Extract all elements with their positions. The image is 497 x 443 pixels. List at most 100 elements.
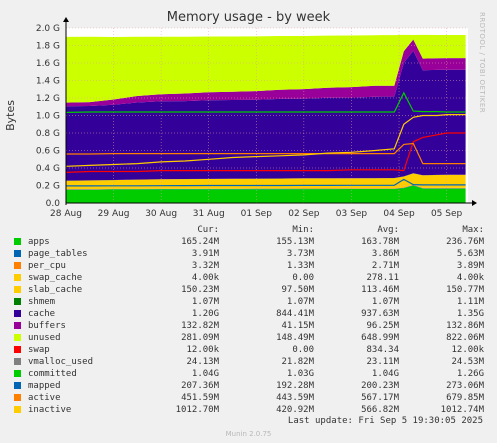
legend-name: page_tables	[28, 249, 88, 259]
legend-row: slab_cache 150.23M 97.50M 113.46M 150.77M	[14, 284, 484, 296]
legend-avg: 1.07M	[371, 297, 399, 307]
legend-swatch-cell	[14, 296, 24, 308]
legend-swatch	[14, 238, 21, 245]
legend-name: unused	[28, 333, 61, 343]
y-tick-label: 2.0 G	[36, 24, 60, 34]
legend-cur: 165.24M	[181, 237, 219, 247]
y-tick-label: 0.8 G	[36, 129, 60, 139]
y-tick-label: 1.2 G	[36, 94, 60, 104]
legend-swatch	[14, 334, 21, 341]
x-tick-label: 29 Aug	[98, 209, 130, 219]
legend-min: 155.13M	[276, 237, 314, 247]
legend-name: swap_cache	[28, 273, 83, 283]
legend-row: per_cpu 3.32M 1.33M 2.71M 3.89M	[14, 260, 484, 272]
legend-avg: 3.86M	[371, 249, 399, 259]
legend-cur: 207.36M	[181, 381, 219, 391]
legend-min: 1.03G	[286, 369, 314, 379]
legend-avg: 113.46M	[361, 285, 399, 295]
area-cache	[66, 50, 466, 181]
legend-row: swap 12.00k 0.00 834.34 12.00k	[14, 344, 484, 356]
area-apps	[66, 185, 466, 203]
legend-cur: 12.00k	[186, 345, 219, 355]
legend-name: committed	[28, 369, 77, 379]
legend-row: buffers 132.82M 41.15M 96.25M 132.86M	[14, 320, 484, 332]
legend-name: per_cpu	[28, 261, 66, 271]
legend-min: 41.15M	[281, 321, 314, 331]
y-tick-label: 1.4 G	[36, 77, 60, 87]
legend-body: apps 165.24M 155.13M 163.78M 236.76M page_tab…	[14, 236, 484, 416]
legend-cur: 281.09M	[181, 333, 219, 343]
legend-cur: 4.00k	[191, 273, 219, 283]
munin-version: Munin 2.0.75	[225, 430, 272, 438]
legend-avg: 567.17M	[361, 393, 399, 403]
legend-avg: 937.63M	[361, 309, 399, 319]
legend-avg: 566.82M	[361, 405, 399, 415]
legend-max: 3.89M	[456, 261, 484, 271]
legend-swatch	[14, 298, 21, 305]
legend-name: vmalloc_used	[28, 357, 94, 367]
x-tick-label: 30 Aug	[145, 209, 177, 219]
legend-min: 420.92M	[276, 405, 314, 415]
legend-cur: 451.59M	[181, 393, 219, 403]
legend-header-row: Cur: Min: Avg: Max:	[14, 224, 484, 236]
legend-row: apps 165.24M 155.13M 163.78M 236.76M	[14, 236, 484, 248]
legend-swatch-cell	[14, 404, 24, 416]
legend-cur: 1.07M	[191, 297, 219, 307]
legend-min: 3.73M	[286, 249, 314, 259]
legend-name: buffers	[28, 321, 66, 331]
chart-plot: 0.0 0.2 G 0.4 G 0.6 G 0.8 G 1.0 G 1.2 G 1.4 G 1.…	[36, 17, 477, 219]
legend-max: 273.06M	[446, 381, 484, 391]
legend-max: 5.63M	[456, 249, 484, 259]
legend-min: 97.50M	[281, 285, 314, 295]
last-update: Last update: Fri Sep 5 19:30:05 2025	[287, 416, 483, 426]
legend-header-cur: Cur:	[197, 225, 219, 235]
legend-max: 24.53M	[451, 357, 484, 367]
legend-swatch-cell	[14, 368, 24, 380]
legend-max: 1.35G	[456, 309, 484, 319]
legend-header-max: Max:	[462, 225, 484, 235]
legend-swatch	[14, 394, 21, 401]
legend-min: 21.82M	[281, 357, 314, 367]
y-tick-label: 1.0 G	[36, 112, 60, 122]
legend-row: mapped 207.36M 192.28M 200.23M 273.06M	[14, 380, 484, 392]
legend-swatch-cell	[14, 236, 24, 248]
chart-title: Memory usage - by week	[166, 10, 331, 25]
x-axis-arrow	[472, 200, 477, 206]
rrdtool-credit: RRDTOOL / TOBI OETIKER	[478, 12, 486, 114]
legend-avg: 2.71M	[371, 261, 399, 271]
legend-max: 679.85M	[446, 393, 484, 403]
area-per-cpu	[66, 184, 466, 190]
y-tick-label: 0.4 G	[36, 164, 60, 174]
legend-name: inactive	[28, 405, 72, 415]
legend-min: 0.00	[292, 273, 314, 283]
legend-table: Cur: Min: Avg: Max: apps 165.24M 155.13M 16…	[14, 224, 484, 416]
x-tick-label: 28 Aug	[50, 209, 82, 219]
legend-min: 0.00	[292, 345, 314, 355]
legend-swatch-cell	[14, 392, 24, 404]
x-tick-label: 05 Sep	[431, 209, 463, 219]
legend-header-min: Min:	[292, 225, 314, 235]
legend-cur: 150.23M	[181, 285, 219, 295]
legend-max: 1.11M	[456, 297, 484, 307]
legend-row: committed 1.04G 1.03G 1.04G 1.26G	[14, 368, 484, 380]
legend-name: swap	[28, 345, 50, 355]
legend-cur: 3.32M	[191, 261, 219, 271]
legend-swatch-cell	[14, 344, 24, 356]
legend-name: slab_cache	[28, 285, 83, 295]
legend-row: page_tables 3.91M 3.73M 3.86M 5.63M	[14, 248, 484, 260]
legend-row: vmalloc_used 24.13M 21.82M 23.11M 24.53M	[14, 356, 484, 368]
legend-name: mapped	[28, 381, 61, 391]
legend-swatch	[14, 286, 21, 293]
legend-max: 822.06M	[446, 333, 484, 343]
line-inactive	[65, 113, 466, 167]
legend-avg: 200.23M	[361, 381, 399, 391]
y-tick-label: 0.6 G	[36, 147, 60, 157]
y-axis-arrow	[63, 17, 69, 22]
line-swap	[65, 132, 466, 173]
legend-swatch	[14, 274, 21, 281]
legend-swatch-cell	[14, 260, 24, 272]
legend-cur: 3.91M	[191, 249, 219, 259]
legend-swatch	[14, 346, 21, 353]
legend-swatch-cell	[14, 380, 24, 392]
